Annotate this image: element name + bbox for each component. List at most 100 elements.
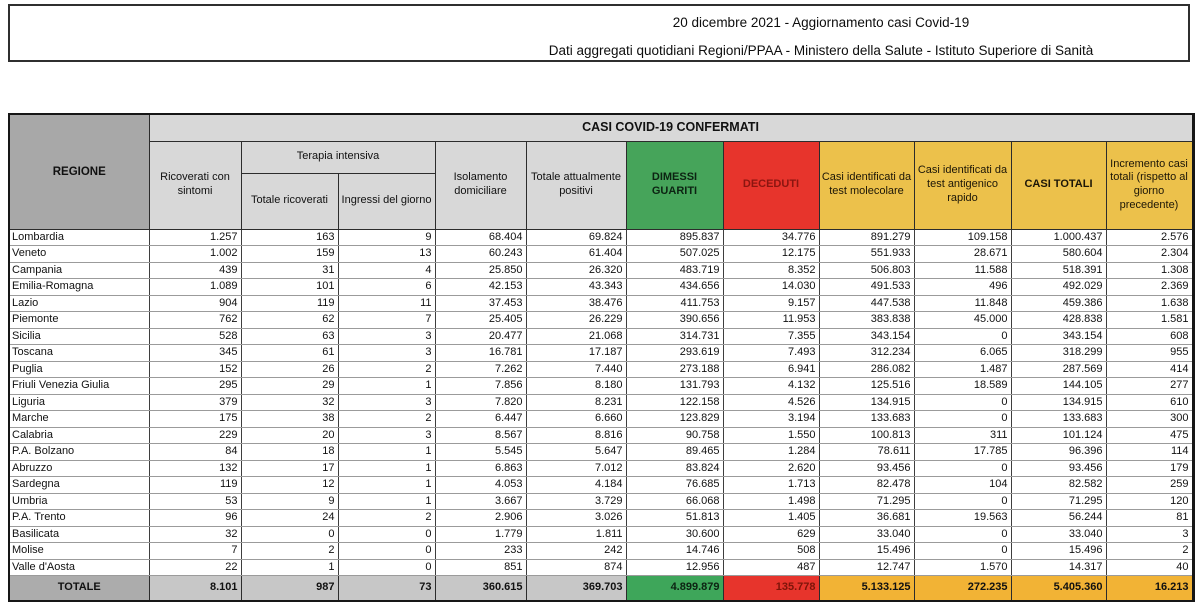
value-cell: 31 bbox=[240, 261, 339, 279]
header-ingressi-del-giorno: Ingressi del giorno bbox=[337, 172, 436, 230]
value-cell: 508 bbox=[722, 542, 820, 560]
table-row: Friuli Venezia Giulia 295 29 1 7.856 8.180 131… bbox=[8, 377, 1194, 395]
value-cell: 7 bbox=[337, 311, 436, 329]
value-cell: 26.320 bbox=[525, 261, 627, 279]
region-name: Marche bbox=[8, 410, 150, 428]
value-cell: 26.229 bbox=[525, 311, 627, 329]
header-isolamento-domiciliare: Isolamento domiciliare bbox=[434, 140, 527, 230]
value-cell: 1.713 bbox=[722, 476, 820, 494]
total-value-cell: 73 bbox=[337, 575, 436, 601]
value-cell: 447.538 bbox=[818, 294, 915, 312]
value-cell: 3.194 bbox=[722, 410, 820, 428]
value-cell: 233 bbox=[434, 542, 527, 560]
table-row: Emilia-Romagna 1.089 101 6 42.153 43.343 434.6… bbox=[8, 278, 1194, 296]
value-cell: 53 bbox=[148, 492, 242, 510]
table-row: Sicilia 528 63 3 20.477 21.068 314.731 7.355 343… bbox=[8, 327, 1194, 345]
value-cell: 123.829 bbox=[625, 410, 724, 428]
value-cell: 22 bbox=[148, 558, 242, 576]
value-cell: 287.569 bbox=[1010, 360, 1107, 378]
value-cell: 71.295 bbox=[818, 492, 915, 510]
value-cell: 483.719 bbox=[625, 261, 724, 279]
value-cell: 5.545 bbox=[434, 443, 527, 461]
value-cell: 7 bbox=[148, 542, 242, 560]
value-cell: 9 bbox=[337, 228, 436, 246]
value-cell: 343.154 bbox=[818, 327, 915, 345]
value-cell: 38.476 bbox=[525, 294, 627, 312]
region-name: P.A. Bolzano bbox=[8, 443, 150, 461]
region-name: Veneto bbox=[8, 245, 150, 263]
table-row: Lombardia 1.257 163 9 68.404 69.824 895.837 34.… bbox=[8, 228, 1194, 246]
value-cell: 76.685 bbox=[625, 476, 724, 494]
value-cell: 762 bbox=[148, 311, 242, 329]
value-cell: 1.308 bbox=[1105, 261, 1194, 279]
value-cell: 131.793 bbox=[625, 377, 724, 395]
value-cell: 318.299 bbox=[1010, 344, 1107, 362]
value-cell: 3 bbox=[337, 426, 436, 444]
value-cell: 0 bbox=[913, 393, 1012, 411]
total-value-cell: 5.405.360 bbox=[1010, 575, 1107, 601]
value-cell: 25.850 bbox=[434, 261, 527, 279]
value-cell: 6.863 bbox=[434, 459, 527, 477]
value-cell: 81 bbox=[1105, 509, 1194, 527]
value-cell: 4.053 bbox=[434, 476, 527, 494]
region-name: Piemonte bbox=[8, 311, 150, 329]
value-cell: 414 bbox=[1105, 360, 1194, 378]
value-cell: 163 bbox=[240, 228, 339, 246]
value-cell: 119 bbox=[240, 294, 339, 312]
region-name: Emilia-Romagna bbox=[8, 278, 150, 296]
value-cell: 20.477 bbox=[434, 327, 527, 345]
value-cell: 439 bbox=[148, 261, 242, 279]
value-cell: 29 bbox=[240, 377, 339, 395]
region-name: Sicilia bbox=[8, 327, 150, 345]
region-name: Campania bbox=[8, 261, 150, 279]
header-regione: REGIONE bbox=[8, 113, 150, 230]
region-name: Toscana bbox=[8, 344, 150, 362]
value-cell: 4.184 bbox=[525, 476, 627, 494]
value-cell: 133.683 bbox=[1010, 410, 1107, 428]
value-cell: 134.915 bbox=[818, 393, 915, 411]
value-cell: 242 bbox=[525, 542, 627, 560]
value-cell: 629 bbox=[722, 525, 820, 543]
value-cell: 109.158 bbox=[913, 228, 1012, 246]
value-cell: 114 bbox=[1105, 443, 1194, 461]
value-cell: 1.284 bbox=[722, 443, 820, 461]
value-cell: 30.600 bbox=[625, 525, 724, 543]
value-cell: 14.746 bbox=[625, 542, 724, 560]
value-cell: 7.440 bbox=[525, 360, 627, 378]
value-cell: 13 bbox=[337, 245, 436, 263]
value-cell: 0 bbox=[913, 459, 1012, 477]
value-cell: 2 bbox=[1105, 542, 1194, 560]
value-cell: 2 bbox=[337, 410, 436, 428]
value-cell: 101 bbox=[240, 278, 339, 296]
value-cell: 904 bbox=[148, 294, 242, 312]
value-cell: 6 bbox=[337, 278, 436, 296]
table-row: P.A. Trento 96 24 2 2.906 3.026 51.813 1.405 36.… bbox=[8, 509, 1194, 527]
value-cell: 93.456 bbox=[818, 459, 915, 477]
value-cell: 874 bbox=[525, 558, 627, 576]
table-total-row: TOTALE 8.101 987 73 360.615 369.703 4.899.879 1… bbox=[8, 575, 1194, 601]
value-cell: 8.816 bbox=[525, 426, 627, 444]
value-cell: 18.589 bbox=[913, 377, 1012, 395]
value-cell: 1 bbox=[337, 476, 436, 494]
value-cell: 1.002 bbox=[148, 245, 242, 263]
value-cell: 1.581 bbox=[1105, 311, 1194, 329]
header-dimessi-guariti: DIMESSI GUARITI bbox=[625, 140, 724, 230]
table-row: P.A. Bolzano 84 18 1 5.545 5.647 89.465 1.284 78… bbox=[8, 443, 1194, 461]
value-cell: 314.731 bbox=[625, 327, 724, 345]
value-cell: 122.158 bbox=[625, 393, 724, 411]
value-cell: 24 bbox=[240, 509, 339, 527]
value-cell: 8.352 bbox=[722, 261, 820, 279]
value-cell: 83.824 bbox=[625, 459, 724, 477]
value-cell: 0 bbox=[913, 542, 1012, 560]
value-cell: 11.953 bbox=[722, 311, 820, 329]
value-cell: 134.915 bbox=[1010, 393, 1107, 411]
value-cell: 8.231 bbox=[525, 393, 627, 411]
table-row: Sardegna 119 12 1 4.053 4.184 76.685 1.713 82.47… bbox=[8, 476, 1194, 494]
value-cell: 428.838 bbox=[1010, 311, 1107, 329]
value-cell: 277 bbox=[1105, 377, 1194, 395]
value-cell: 295 bbox=[148, 377, 242, 395]
table-row: Abruzzo 132 17 1 6.863 7.012 83.824 2.620 93.456… bbox=[8, 459, 1194, 477]
value-cell: 491.533 bbox=[818, 278, 915, 296]
table-row: Molise 7 2 0 233 242 14.746 508 15.496 0 15.496 2 bbox=[8, 542, 1194, 560]
value-cell: 51.813 bbox=[625, 509, 724, 527]
